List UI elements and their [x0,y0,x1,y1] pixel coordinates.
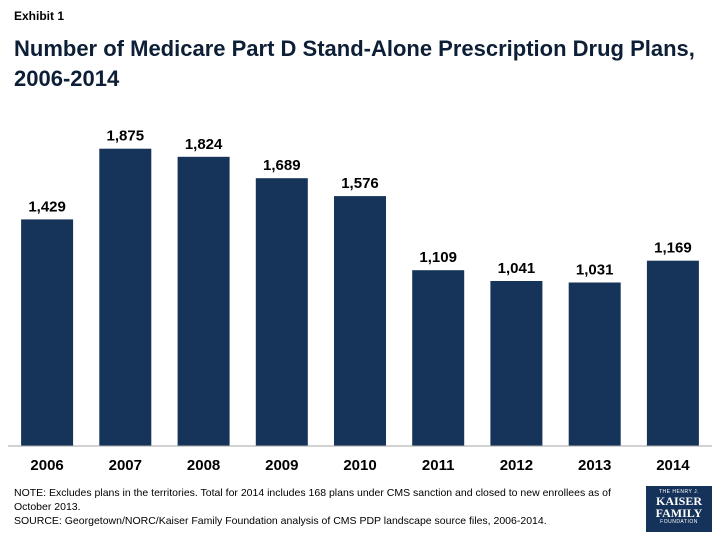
data-label-2012: 1,041 [498,260,536,277]
chart-notes: NOTE: Excludes plans in the territories.… [14,486,624,528]
exhibit-label: Exhibit 1 [14,9,65,23]
kff-logo: THE HENRY J. KAISER FAMILY FOUNDATION [646,486,712,532]
data-label-2013: 1,031 [576,262,614,279]
bar-2014 [646,260,699,446]
bar-2009 [255,178,308,446]
logo-top-text: THE HENRY J. [659,489,699,495]
logo-foundation-text: FOUNDATION [660,519,698,525]
note-line-1: NOTE: Excludes plans in the territories.… [14,487,611,499]
chart-title-line-1: Number of Medicare Part D Stand-Alone Pr… [14,36,695,61]
x-tick-2007: 2007 [109,457,142,474]
bar-2008 [177,156,230,447]
bar-2013 [568,282,621,446]
data-label-2011: 1,109 [419,249,457,266]
logo-family-text: FAMILY [655,506,703,520]
bar-2006 [21,219,74,446]
data-label-2010: 1,576 [341,175,379,192]
data-label-2009: 1,689 [263,157,301,174]
bar-2007 [99,148,152,446]
x-tick-2009: 2009 [265,457,298,474]
data-label-2014: 1,169 [654,240,692,257]
x-tick-2008: 2008 [187,457,220,474]
x-tick-2012: 2012 [500,457,533,474]
bar-2012 [490,281,543,446]
x-tick-2013: 2013 [578,457,611,474]
note-line-2: October 2013. [14,501,81,513]
x-tick-2011: 2011 [422,457,455,474]
data-label-2007: 1,875 [107,128,145,145]
x-tick-2010: 2010 [343,457,376,474]
chart-title-line-2: 2006-2014 [14,66,120,91]
bar-2011 [412,270,465,446]
source-line: SOURCE: Georgetown/NORC/Kaiser Family Fo… [14,515,547,527]
bar-chart: 1,429 2006 1,875 2007 1,824 2008 1,689 2009 1,57… [8,128,712,474]
data-label-2006: 1,429 [28,198,66,215]
bar-2010 [334,196,386,446]
data-label-2008: 1,824 [185,136,223,153]
logo-kaiser-text: KAISER [655,494,702,508]
x-tick-2014: 2014 [656,457,690,474]
chart-title: Number of Medicare Part D Stand-Alone Pr… [14,34,714,94]
x-tick-2006: 2006 [30,457,63,474]
